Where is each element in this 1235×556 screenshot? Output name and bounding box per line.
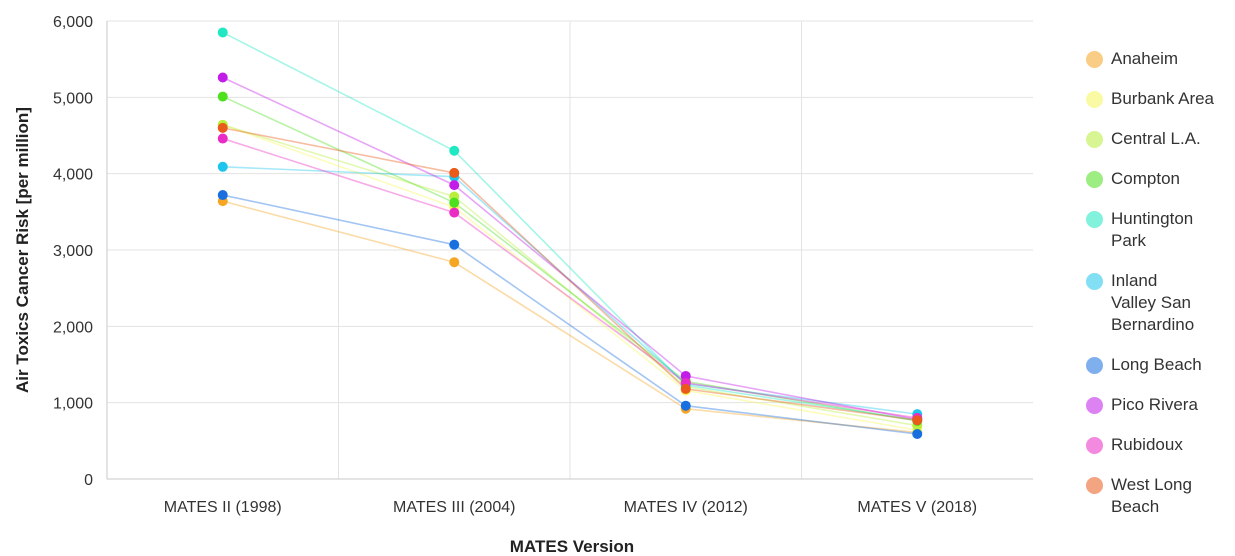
data-point (449, 207, 460, 218)
series-line (222, 124, 918, 431)
legend-label: Burbank Area (1111, 88, 1214, 110)
legend-label: Long Beach (1111, 354, 1202, 376)
legend-label: Huntington Park (1111, 208, 1193, 252)
data-point (449, 180, 460, 191)
series-line (222, 137, 918, 419)
x-axis-title: MATES Version (510, 537, 634, 556)
x-tick-label: MATES II (1998) (164, 499, 282, 516)
data-point (680, 370, 691, 381)
data-point (217, 122, 228, 133)
y-tick-label: 3,000 (53, 243, 93, 260)
data-point (217, 27, 228, 38)
data-point (217, 133, 228, 144)
y-tick-label: 5,000 (53, 90, 93, 107)
legend-item[interactable]: Inland Valley San Bernardino (1086, 270, 1231, 336)
x-tick-label: MATES IV (2012) (624, 499, 748, 516)
legend: Anaheim Burbank Area Central L.A. Compton Hu… (1086, 48, 1231, 536)
series-line (222, 200, 918, 434)
data-point (449, 145, 460, 156)
legend-label-line: Beach (1111, 497, 1160, 516)
legend-swatch (1086, 51, 1103, 68)
legend-label: Pico Rivera (1111, 394, 1198, 416)
legend-item[interactable]: Central L.A. (1086, 128, 1231, 150)
legend-item[interactable]: Anaheim (1086, 48, 1231, 70)
data-point (680, 400, 691, 411)
legend-item[interactable]: Rubidoux (1086, 434, 1231, 456)
legend-label-line: Inland (1111, 271, 1158, 290)
data-point (217, 72, 228, 83)
series-line (222, 31, 918, 422)
data-point (912, 428, 923, 439)
legend-swatch (1086, 477, 1103, 494)
data-point (449, 239, 460, 250)
legend-item[interactable]: Compton (1086, 168, 1231, 190)
series-line (222, 76, 918, 421)
series-line (222, 124, 918, 427)
legend-label: Compton (1111, 168, 1180, 190)
legend-label: Inland Valley San Bernardino (1111, 270, 1194, 336)
legend-label-line: Park (1111, 231, 1146, 250)
y-axis-title: Air Toxics Cancer Risk [per million] (13, 107, 32, 393)
legend-swatch (1086, 211, 1103, 228)
y-tick-label: 4,000 (53, 167, 93, 184)
data-point (680, 383, 691, 394)
legend-swatch (1086, 131, 1103, 148)
legend-swatch (1086, 273, 1103, 290)
legend-label-line: Bernardino (1111, 315, 1195, 334)
legend-label-line: Rubidoux (1111, 435, 1183, 454)
legend-swatch (1086, 91, 1103, 108)
legend-label-line: Compton (1111, 169, 1180, 188)
legend-swatch (1086, 397, 1103, 414)
data-point (449, 197, 460, 208)
legend-label: Anaheim (1111, 48, 1178, 70)
legend-item[interactable]: Huntington Park (1086, 208, 1231, 252)
x-tick-label: MATES V (2018) (857, 499, 977, 516)
legend-label-line: Central L.A. (1111, 129, 1201, 148)
legend-label: Central L.A. (1111, 128, 1201, 150)
legend-label: West Long Beach (1111, 474, 1192, 518)
legend-label-line: Valley San (1111, 293, 1192, 312)
legend-label-line: West Long (1111, 475, 1192, 494)
data-point (217, 190, 228, 201)
series-line (222, 194, 918, 435)
legend-item[interactable]: Long Beach (1086, 354, 1231, 376)
x-tick-label: MATES III (2004) (393, 499, 515, 516)
legend-label-line: Burbank Area (1111, 89, 1215, 108)
legend-item[interactable]: Burbank Area (1086, 88, 1231, 110)
legend-label: Rubidoux (1111, 434, 1183, 456)
legend-label-line: Huntington (1111, 209, 1194, 228)
y-tick-label: 0 (84, 472, 93, 489)
data-point (449, 257, 460, 268)
y-tick-label: 2,000 (53, 319, 93, 336)
data-point (217, 91, 228, 102)
data-point (912, 415, 923, 426)
series-line (222, 95, 918, 422)
legend-item[interactable]: Pico Rivera (1086, 394, 1231, 416)
y-tick-label: 6,000 (53, 14, 93, 31)
data-point (217, 161, 228, 172)
legend-item[interactable]: West Long Beach (1086, 474, 1231, 518)
legend-swatch (1086, 357, 1103, 374)
legend-swatch (1086, 437, 1103, 454)
series-line (222, 165, 918, 415)
line-chart: 0 1,000 2,000 3,000 4,000 5,000 6,000 MATES II … (13, 14, 1033, 556)
data-point (449, 167, 460, 178)
legend-label-line: Pico Rivera (1111, 395, 1198, 414)
legend-label-line: Anaheim (1111, 49, 1179, 68)
y-tick-label: 1,000 (53, 396, 93, 413)
legend-swatch (1086, 171, 1103, 188)
legend-label-line: Long Beach (1111, 355, 1202, 374)
series-line (222, 127, 918, 422)
